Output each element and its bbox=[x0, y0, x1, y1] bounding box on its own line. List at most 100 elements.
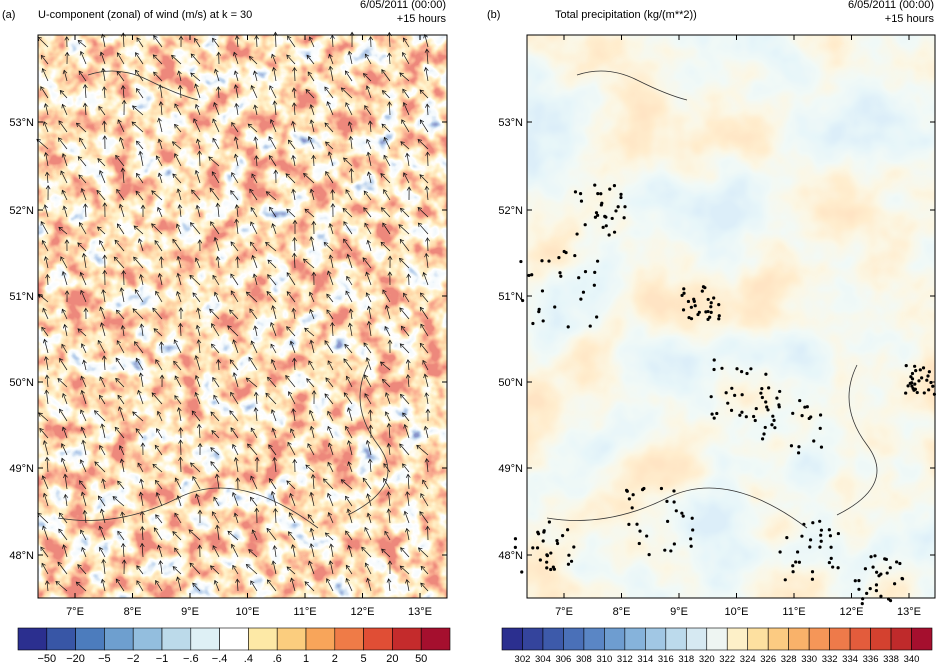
stipple-dot bbox=[761, 437, 764, 440]
colorbar-box bbox=[220, 628, 249, 650]
colorbar-box bbox=[421, 628, 450, 650]
stipple-dot bbox=[582, 291, 585, 294]
stipple-dot bbox=[829, 546, 832, 549]
stipple-dot bbox=[570, 560, 573, 563]
colorbar-label: 310 bbox=[596, 654, 612, 665]
stipple-dot bbox=[514, 546, 517, 549]
stipple-dot bbox=[754, 419, 757, 422]
stipple-dot bbox=[875, 571, 878, 574]
colorbar-label: 318 bbox=[678, 654, 694, 665]
colorbar-label: 2 bbox=[332, 653, 338, 665]
stipple-dot bbox=[857, 579, 860, 582]
colorbar-label: −1 bbox=[156, 653, 169, 665]
stipple-dot bbox=[931, 385, 934, 388]
stipple-dot bbox=[691, 528, 694, 531]
stipple-dot bbox=[545, 561, 548, 564]
stipple-dot bbox=[660, 487, 663, 490]
stipple-dot bbox=[818, 520, 821, 523]
colorbar-box bbox=[830, 628, 850, 650]
colorbar-box bbox=[707, 628, 727, 650]
stipple-dot bbox=[730, 409, 733, 412]
stipple-dot bbox=[675, 509, 678, 512]
stipple-dot bbox=[663, 549, 666, 552]
lon-label: 11°E bbox=[293, 606, 316, 618]
lat-label: 49°N bbox=[498, 463, 523, 475]
colorbar-box bbox=[891, 628, 911, 650]
stipple-dot bbox=[579, 298, 582, 301]
stipple-dot bbox=[766, 408, 769, 411]
colorbar-box bbox=[191, 628, 220, 650]
stipple-dot bbox=[809, 538, 812, 541]
stipple-dot bbox=[796, 550, 799, 553]
stipple-dot bbox=[712, 368, 715, 371]
stipple-dot bbox=[785, 536, 788, 539]
stipple-dot bbox=[765, 405, 768, 408]
lat-label: 53°N bbox=[9, 117, 34, 129]
stipple-dot bbox=[909, 382, 912, 385]
stipple-dot bbox=[927, 388, 930, 391]
stipple-dot bbox=[555, 539, 558, 542]
stipple-dot bbox=[713, 417, 716, 420]
stipple-dot bbox=[914, 388, 917, 391]
stipple-dot bbox=[537, 532, 540, 535]
stipple-dot bbox=[857, 588, 860, 591]
lon-label: 9°E bbox=[670, 606, 688, 618]
stipple-dot bbox=[596, 192, 599, 195]
stipple-dot bbox=[869, 587, 872, 590]
stipple-dot bbox=[645, 534, 648, 537]
colorbar-box bbox=[604, 628, 624, 650]
colorbar-box bbox=[277, 628, 306, 650]
stipple-dot bbox=[829, 534, 832, 537]
stipple-dot bbox=[696, 313, 699, 316]
colorbar-label: 308 bbox=[576, 654, 592, 665]
stipple-dot bbox=[725, 391, 728, 394]
stipple-dot bbox=[893, 582, 896, 585]
stipple-dot bbox=[811, 570, 814, 573]
stipple-dot bbox=[593, 271, 596, 274]
lon-label: 10°E bbox=[236, 606, 260, 618]
stipple-dot bbox=[608, 233, 611, 236]
colorbar-label: 324 bbox=[740, 654, 756, 665]
stipple-dot bbox=[619, 196, 622, 199]
colorbar-box bbox=[748, 628, 768, 650]
colorbar-label: 306 bbox=[555, 654, 571, 665]
stipple-dot bbox=[539, 558, 542, 561]
stipple-dot bbox=[772, 419, 775, 422]
field bbox=[527, 35, 935, 598]
stipple-dot bbox=[595, 211, 598, 214]
stipple-dot bbox=[553, 568, 556, 571]
stipple-dot bbox=[909, 375, 912, 378]
stipple-dot bbox=[563, 250, 566, 253]
stipple-dot bbox=[889, 566, 892, 569]
stipple-dot bbox=[709, 305, 712, 308]
stipple-dot bbox=[794, 560, 797, 563]
stipple-dot bbox=[566, 528, 569, 531]
stipple-dot bbox=[575, 232, 578, 235]
stipple-dot bbox=[713, 358, 716, 361]
stipple-dot bbox=[778, 390, 781, 393]
stipple-dot bbox=[745, 415, 748, 418]
stipple-dot bbox=[820, 446, 823, 449]
colorbar-label: 320 bbox=[699, 654, 715, 665]
stipple-dot bbox=[527, 274, 530, 277]
stipple-dot bbox=[811, 578, 814, 581]
stipple-dot bbox=[745, 372, 748, 375]
stipple-dot bbox=[914, 369, 917, 372]
stipple-dot bbox=[600, 203, 603, 206]
colorbar-label: 5 bbox=[361, 653, 367, 665]
stipple-dot bbox=[608, 187, 611, 190]
stipple-dot bbox=[828, 561, 831, 564]
stipple-dot bbox=[531, 322, 534, 325]
stipple-dot bbox=[864, 567, 867, 570]
colorbar-box bbox=[809, 628, 829, 650]
lon-label: 12°E bbox=[840, 606, 864, 618]
stipple-dot bbox=[812, 439, 815, 442]
stipple-dot bbox=[638, 542, 641, 545]
colorbar-box bbox=[47, 628, 76, 650]
stipple-dot bbox=[895, 560, 898, 563]
stipple-dot bbox=[773, 426, 776, 429]
panel-title: U-component (zonal) of wind (m/s) at k =… bbox=[38, 9, 252, 21]
stipple-dot bbox=[547, 259, 550, 262]
colorbar-label: .6 bbox=[273, 653, 282, 665]
stipple-dot bbox=[689, 537, 692, 540]
